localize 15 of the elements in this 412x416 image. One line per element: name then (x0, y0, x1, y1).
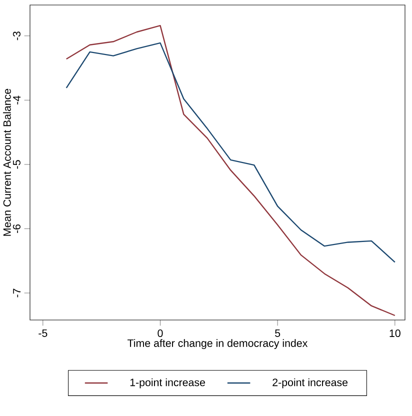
y-tick-label: -5 (13, 160, 20, 169)
line-series (66, 24, 396, 316)
x-tick-label: 0 (158, 330, 163, 338)
legend-label: 1-point increase (130, 378, 205, 388)
y-axis-title: Mean Current Account Balance (3, 88, 11, 236)
y-tick-label: -4 (13, 96, 20, 104)
legend-label: 2-point increase (272, 378, 348, 388)
x-tick-label: 5 (275, 330, 280, 337)
x-tick-label: -5 (38, 330, 48, 337)
y-tick-label: -7 (13, 288, 20, 298)
x-tick-label: 10 (390, 330, 400, 338)
x-axis-title: Time after change in democracy index (128, 339, 308, 350)
y-tick-label: -6 (12, 224, 20, 233)
y-tick-label: -3 (12, 32, 20, 40)
line-series (66, 42, 396, 263)
